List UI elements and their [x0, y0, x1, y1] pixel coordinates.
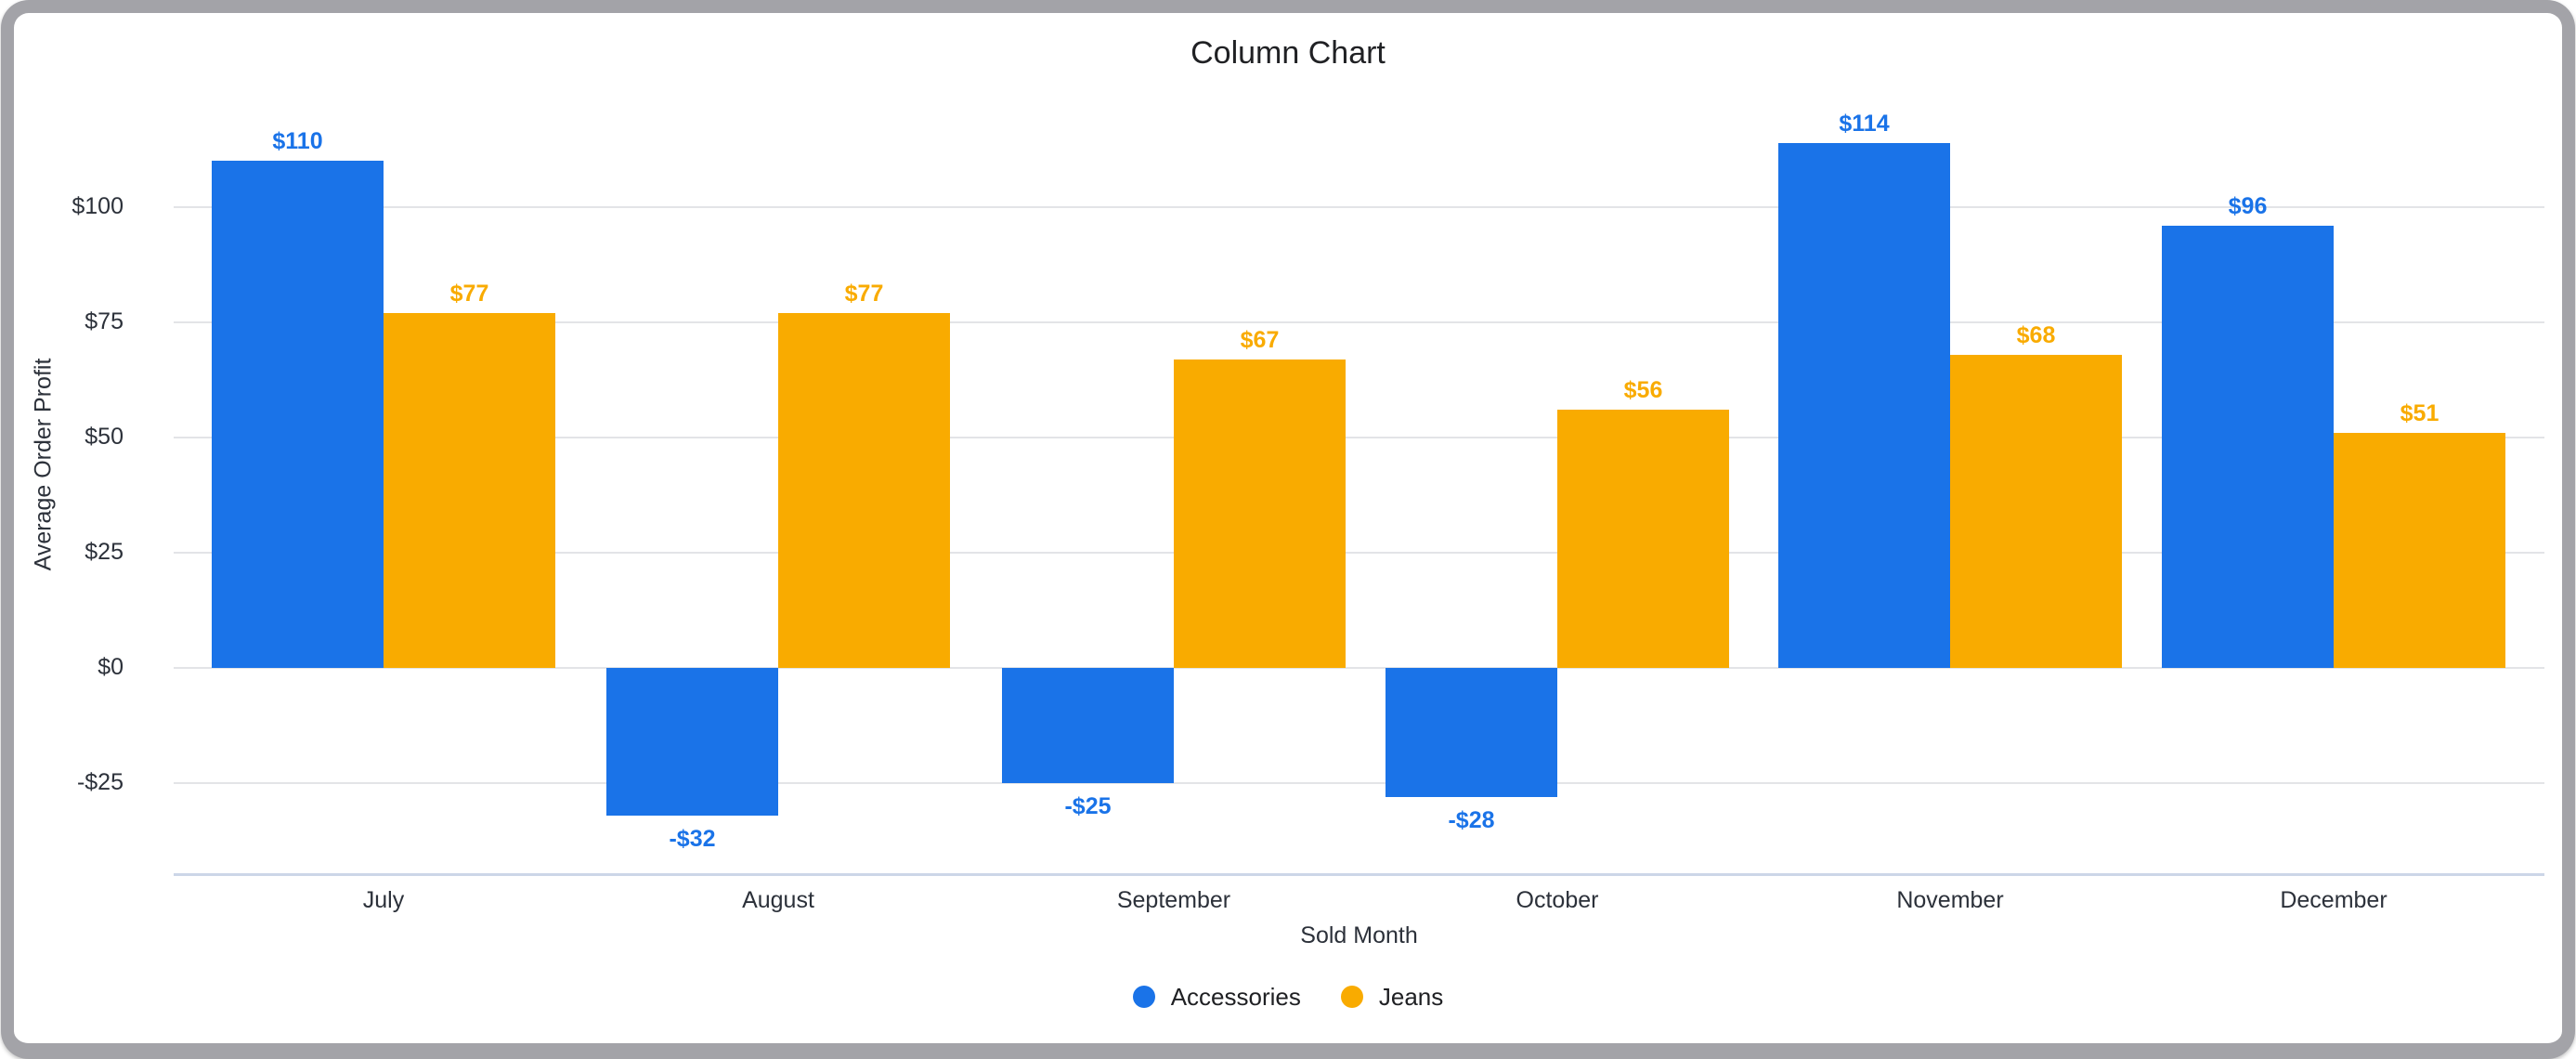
bar-accessories-november[interactable] — [1778, 142, 1950, 668]
y-axis-title: Average Order Profit — [30, 358, 57, 571]
legend: Accessories Jeans — [0, 975, 2576, 1018]
x-tick-label-july: July — [362, 887, 405, 913]
gridline--25 — [174, 782, 2544, 784]
y-tick-label: $50 — [85, 424, 124, 450]
x-tick-label-november: November — [1896, 887, 2004, 913]
bar-jeans-december[interactable] — [2334, 433, 2505, 668]
y-tick-label: $75 — [85, 308, 124, 334]
x-tick-label-december: December — [2280, 887, 2387, 913]
legend-swatch-jeans — [1340, 986, 1363, 1008]
value-label-accessories-november: $114 — [1839, 110, 1890, 137]
bar-accessories-october[interactable] — [1386, 668, 1557, 797]
x-axis-line — [174, 873, 2544, 876]
bar-jeans-august[interactable] — [778, 313, 950, 668]
bar-accessories-september[interactable] — [1002, 668, 1174, 783]
bar-accessories-december[interactable] — [2162, 225, 2334, 668]
gridline-0 — [174, 667, 2544, 669]
x-tick-label-august: August — [742, 887, 814, 913]
y-tick-label: $0 — [98, 654, 124, 680]
value-label-accessories-september: -$25 — [1064, 793, 1112, 819]
legend-label-accessories: Accessories — [1170, 982, 1301, 1011]
value-label-jeans-october: $56 — [1623, 377, 1663, 404]
gridline-75 — [174, 321, 2544, 323]
y-tick-label: $25 — [85, 539, 124, 565]
value-label-accessories-december: $96 — [2228, 192, 2268, 219]
value-label-jeans-november: $68 — [2016, 321, 2056, 348]
x-axis-title: Sold Month — [1300, 922, 1418, 948]
chart-title: Column Chart — [1190, 35, 1386, 71]
legend-item-accessories[interactable]: Accessories — [1132, 982, 1301, 1012]
x-tick-label-october: October — [1516, 887, 1599, 913]
gridline-50 — [174, 437, 2544, 438]
legend-label-jeans: Jeans — [1378, 982, 1444, 1011]
gridline-25 — [174, 552, 2544, 554]
y-tick-label: $100 — [72, 193, 124, 219]
bar-accessories-july[interactable] — [212, 161, 384, 668]
value-label-jeans-august: $77 — [844, 281, 884, 307]
legend-swatch-accessories — [1132, 986, 1155, 1008]
value-label-accessories-october: -$28 — [1448, 806, 1495, 833]
value-label-jeans-december: $51 — [2400, 400, 2439, 427]
gridline-100 — [174, 206, 2544, 208]
value-label-jeans-september: $67 — [1240, 326, 1280, 353]
x-tick-label-september: September — [1116, 887, 1231, 913]
y-tick-label: -$25 — [76, 769, 124, 795]
bar-accessories-august[interactable] — [606, 668, 778, 816]
value-label-jeans-july: $77 — [449, 281, 489, 307]
bar-jeans-july[interactable] — [384, 313, 555, 668]
bar-jeans-october[interactable] — [1557, 410, 1729, 668]
legend-item-jeans[interactable]: Jeans — [1340, 982, 1444, 1012]
bar-jeans-november[interactable] — [1950, 354, 2122, 668]
value-label-accessories-july: $110 — [272, 128, 323, 155]
value-label-accessories-august: -$32 — [669, 825, 716, 852]
bar-jeans-september[interactable] — [1174, 359, 1346, 668]
